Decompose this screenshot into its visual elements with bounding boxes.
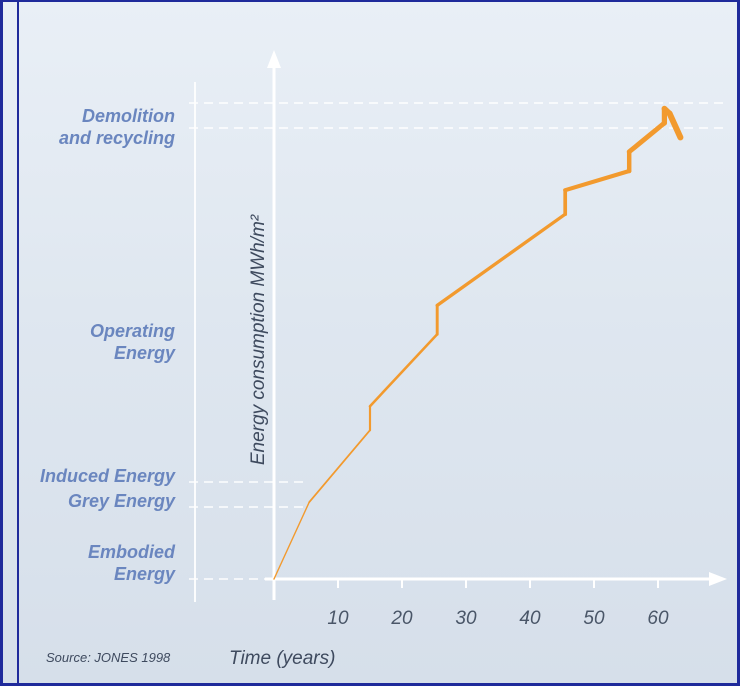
label-induced-line1: Induced Energy	[39, 466, 175, 486]
source-credit: Source: JONES 1998	[46, 650, 171, 665]
label-demolition-line1: Demolition	[82, 106, 175, 126]
series-segment-12	[666, 110, 684, 141]
label-operating: Operating Energy	[90, 320, 175, 364]
x-tick-label-30: 30	[455, 608, 477, 629]
series-segment-5	[435, 212, 567, 308]
label-operating-line2: Energy	[113, 343, 175, 363]
label-demolition-line2: and recycling	[58, 128, 175, 148]
label-grey: Grey Energy	[68, 490, 175, 512]
label-operating-line1: Operating	[89, 321, 175, 341]
x-tick-label-40: 40	[519, 608, 541, 629]
series-segment-7	[563, 168, 632, 193]
label-grey-line1: Grey Energy	[67, 491, 175, 511]
label-demolition: Demolition and recycling	[59, 105, 175, 149]
x-tick-label-10: 10	[327, 608, 349, 629]
series-segment-1	[308, 429, 371, 504]
series-segment-0	[273, 501, 310, 580]
x-tick-label-20: 20	[391, 608, 413, 629]
label-embodied-line1: Embodied	[87, 542, 175, 562]
y-axis-arrowhead	[267, 50, 281, 68]
chart-svg	[189, 50, 727, 602]
label-embodied: Embodied Energy	[88, 541, 175, 585]
label-embodied-line2: Energy	[113, 564, 175, 584]
series-segment-3	[368, 332, 439, 408]
x-axis-label: Time (years)	[229, 648, 336, 669]
x-tick-label-60: 60	[647, 608, 669, 629]
x-axis-arrowhead	[709, 572, 727, 586]
series-segment-9	[626, 120, 667, 155]
label-induced: Induced Energy	[40, 465, 175, 487]
x-tick-label-50: 50	[583, 608, 605, 629]
y-axis-label: Energy consumption MWh/m²	[248, 214, 269, 466]
left-border-line	[17, 2, 19, 683]
